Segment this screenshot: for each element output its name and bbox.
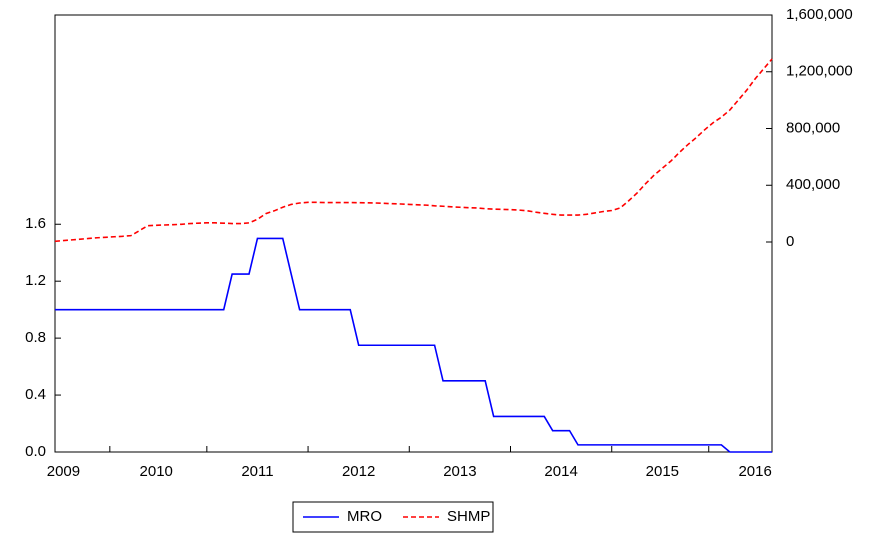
y-tick-label: 0.8 <box>25 329 46 346</box>
x-tick-label: 2009 <box>47 463 80 480</box>
x-tick-label: 2012 <box>342 463 375 480</box>
y2-tick-label: 800,000 <box>786 119 840 136</box>
x-tick-label: 2016 <box>738 463 771 480</box>
legend: MRO SHMP <box>292 501 494 533</box>
y-tick-label: 1.6 <box>25 215 46 232</box>
y-tick-label: 0.4 <box>25 386 46 403</box>
plot-frame <box>54 14 773 453</box>
y2-tick-label: 1,600,000 <box>786 6 853 23</box>
y-tick-label: 0.0 <box>25 443 46 460</box>
legend-label: MRO <box>347 508 382 525</box>
x-tick-label: 2013 <box>443 463 476 480</box>
y-tick-label: 1.2 <box>25 272 46 289</box>
x-tick-label: 2011 <box>241 463 273 480</box>
series-line <box>54 58 773 243</box>
y2-tick-label: 1,200,000 <box>786 63 853 80</box>
x-tick-label: 2015 <box>646 463 679 480</box>
x-tick-label: 2010 <box>140 463 173 480</box>
y2-tick-label: 0 <box>786 233 794 250</box>
x-tick-label: 2014 <box>544 463 577 480</box>
legend-label: SHMP <box>447 508 490 525</box>
y2-tick-label: 400,000 <box>786 176 840 193</box>
series-line <box>55 237 772 453</box>
